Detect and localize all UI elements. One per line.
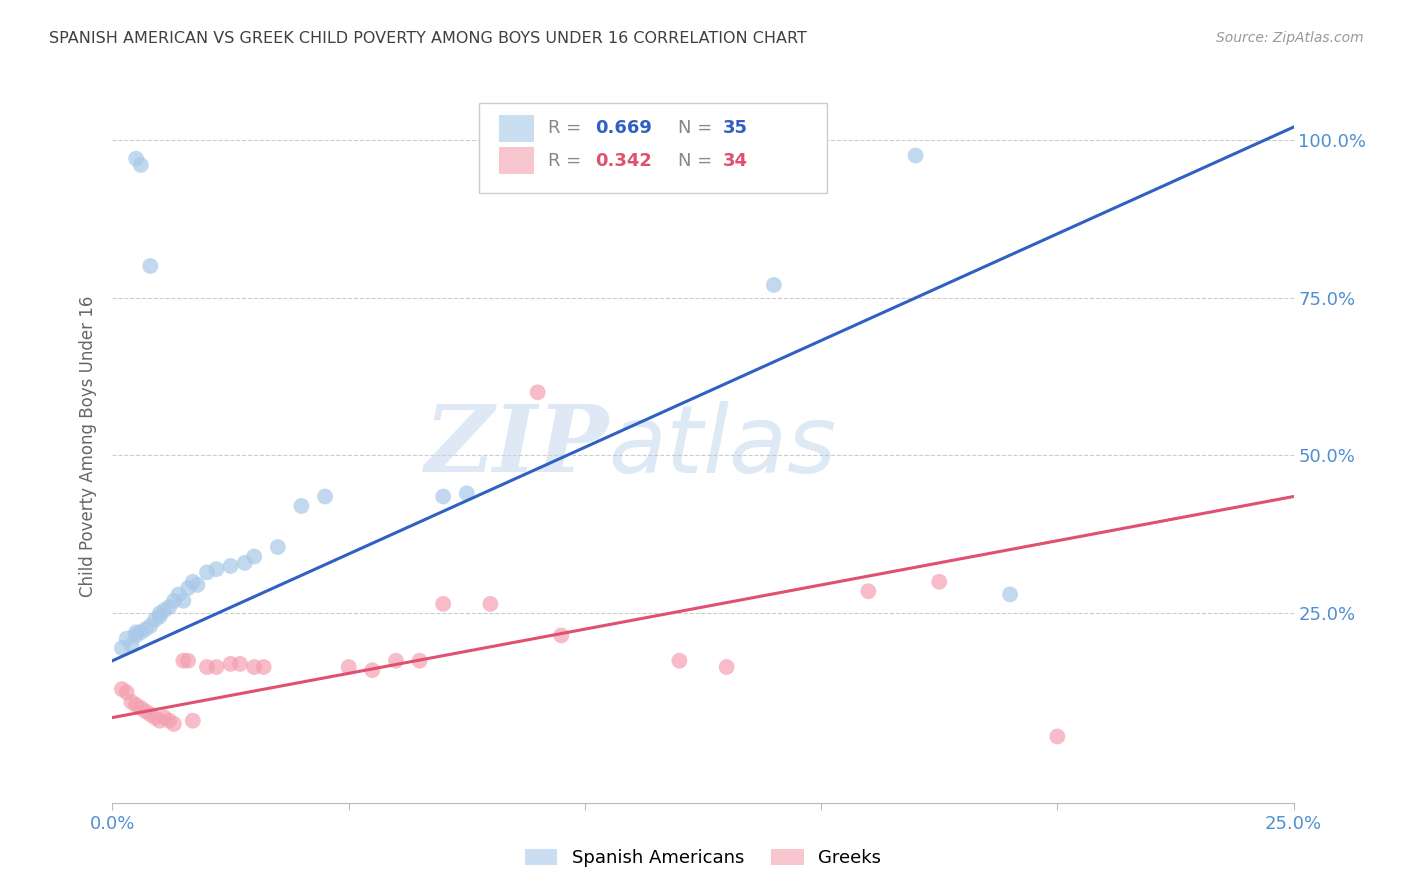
Point: [115, 632, 138, 646]
Text: 34: 34: [723, 152, 748, 169]
Point: [432, 597, 454, 611]
Point: [229, 657, 252, 671]
Text: R =: R =: [548, 152, 588, 169]
Point: [115, 685, 138, 699]
Point: [157, 714, 180, 728]
Bar: [499, 147, 534, 174]
Point: [243, 660, 266, 674]
Bar: [499, 115, 534, 142]
Text: R =: R =: [548, 120, 588, 137]
Point: [172, 654, 194, 668]
Text: ZIP: ZIP: [425, 401, 609, 491]
Point: [157, 600, 180, 615]
Point: [153, 710, 176, 724]
Point: [139, 707, 162, 722]
FancyBboxPatch shape: [478, 103, 827, 193]
Point: [172, 593, 194, 607]
Point: [149, 609, 172, 624]
Text: SPANISH AMERICAN VS GREEK CHILD POVERTY AMONG BOYS UNDER 16 CORRELATION CHART: SPANISH AMERICAN VS GREEK CHILD POVERTY …: [49, 31, 807, 46]
Point: [314, 490, 336, 504]
Point: [361, 663, 384, 677]
Point: [998, 587, 1021, 601]
Point: [205, 660, 228, 674]
Point: [177, 654, 200, 668]
Point: [139, 259, 162, 273]
Point: [1046, 730, 1069, 744]
Point: [120, 638, 142, 652]
Point: [385, 654, 408, 668]
Point: [125, 628, 148, 642]
Point: [195, 566, 218, 580]
Point: [163, 593, 186, 607]
Text: Source: ZipAtlas.com: Source: ZipAtlas.com: [1216, 31, 1364, 45]
Point: [181, 714, 204, 728]
Point: [716, 660, 738, 674]
Point: [139, 619, 162, 633]
Point: [479, 597, 502, 611]
Point: [129, 701, 152, 715]
Point: [205, 562, 228, 576]
Point: [858, 584, 880, 599]
Point: [143, 710, 166, 724]
Point: [163, 717, 186, 731]
Point: [135, 704, 157, 718]
Point: [129, 158, 152, 172]
Text: 0.669: 0.669: [596, 120, 652, 137]
Point: [762, 277, 785, 292]
Point: [456, 486, 478, 500]
Point: [125, 698, 148, 712]
Point: [135, 622, 157, 636]
Point: [111, 641, 134, 656]
Point: [129, 625, 152, 640]
Text: N =: N =: [678, 152, 718, 169]
Point: [149, 607, 172, 621]
Point: [219, 657, 242, 671]
Point: [195, 660, 218, 674]
Point: [149, 714, 172, 728]
Point: [668, 654, 690, 668]
Point: [928, 574, 950, 589]
Point: [153, 603, 176, 617]
Text: 35: 35: [723, 120, 748, 137]
Point: [177, 581, 200, 595]
Point: [181, 574, 204, 589]
Point: [120, 695, 142, 709]
Point: [253, 660, 276, 674]
Text: 0.342: 0.342: [596, 152, 652, 169]
Point: [408, 654, 430, 668]
Point: [186, 578, 208, 592]
Point: [550, 628, 572, 642]
Point: [337, 660, 360, 674]
Text: atlas: atlas: [609, 401, 837, 491]
Point: [111, 682, 134, 697]
Legend: Spanish Americans, Greeks: Spanish Americans, Greeks: [517, 841, 889, 874]
Point: [219, 559, 242, 574]
Text: N =: N =: [678, 120, 718, 137]
Point: [125, 625, 148, 640]
Point: [167, 587, 190, 601]
Point: [432, 490, 454, 504]
Point: [904, 148, 927, 162]
Point: [267, 540, 290, 554]
Point: [125, 152, 148, 166]
Point: [290, 499, 312, 513]
Point: [243, 549, 266, 564]
Point: [233, 556, 256, 570]
Point: [526, 385, 548, 400]
Point: [143, 613, 166, 627]
Y-axis label: Child Poverty Among Boys Under 16: Child Poverty Among Boys Under 16: [79, 295, 97, 597]
